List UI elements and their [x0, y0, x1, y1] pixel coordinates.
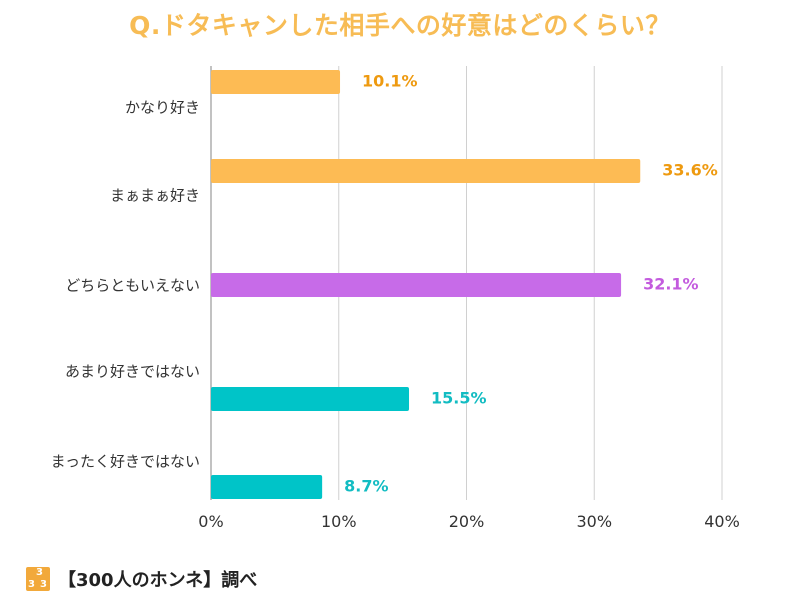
x-tick-label: 20%	[449, 512, 485, 531]
bar	[211, 387, 410, 411]
category-label: あまり好きではない	[65, 363, 200, 381]
logo-digit: 3	[28, 579, 35, 590]
x-tick-label: 0%	[198, 512, 223, 531]
bar	[211, 70, 341, 94]
category-label: まったく好きではない	[51, 453, 200, 471]
data-label: 10.1%	[362, 72, 418, 91]
logo-icon: 3 3 3	[26, 567, 50, 591]
bar	[211, 159, 641, 183]
bar	[211, 273, 622, 297]
category-label: まぁまぁ好き	[110, 187, 200, 205]
source-footer: 3 3 3 【300人のホンネ】調べ	[26, 566, 257, 592]
logo-digit: 3	[36, 567, 43, 578]
bar	[211, 475, 323, 499]
data-label: 15.5%	[431, 389, 487, 408]
logo-digit: 3	[40, 579, 47, 590]
x-tick-label: 40%	[704, 512, 740, 531]
x-tick-label: 30%	[576, 512, 612, 531]
data-label: 32.1%	[643, 275, 699, 294]
chart-title: Q.ドタキャンした相手への好意はどのくらい？	[129, 11, 671, 40]
data-label: 8.7%	[344, 477, 388, 496]
category-label: かなり好き	[125, 99, 200, 117]
data-label: 33.6%	[662, 161, 718, 180]
bar-chart: 0% 10% 20% 30% 40% かなり好きまぁまぁ好きどちらともいえないあまり好きで…	[51, 66, 740, 531]
source-text: 【300人のホンネ】調べ	[58, 570, 258, 591]
category-label: どちらともいえない	[65, 277, 200, 295]
x-tick-label: 10%	[321, 512, 357, 531]
